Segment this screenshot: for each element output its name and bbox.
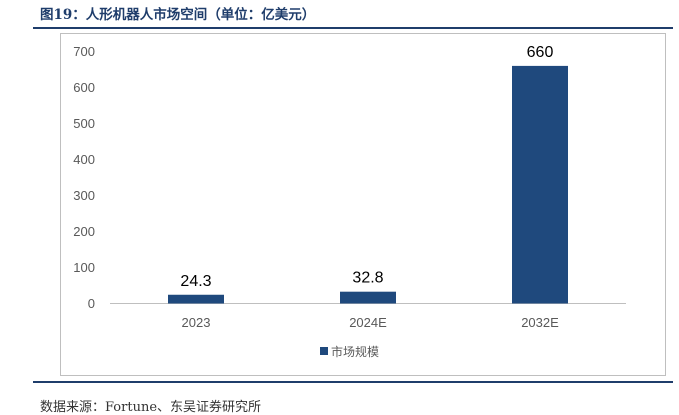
chart-frame: [60, 33, 666, 376]
figure-title: 图19：人形机器人市场空间（单位：亿美元）: [40, 7, 316, 23]
y-tick-label: 200: [73, 224, 95, 239]
bar: [168, 294, 224, 304]
x-axis: 2023 2024E 2032E: [182, 315, 560, 330]
legend: 市场规模: [320, 344, 379, 359]
y-tick-label: 500: [73, 116, 95, 131]
data-label: 660: [527, 44, 554, 61]
data-labels: 24.3 32.8 660: [180, 44, 553, 290]
source-note: 数据来源：Fortune、东吴证券研究所: [40, 400, 262, 415]
bars: [168, 65, 568, 304]
y-tick-label: 700: [73, 44, 95, 59]
x-tick-label: 2023: [182, 315, 211, 330]
y-tick-label: 300: [73, 188, 95, 203]
bottom-rule: [33, 381, 673, 383]
y-tick-label: 0: [88, 296, 95, 311]
y-tick-label: 400: [73, 152, 95, 167]
y-tick-label: 600: [73, 80, 95, 95]
x-tick-label: 2032E: [521, 315, 559, 330]
y-axis: 0 100 200 300 400 500 600 700: [73, 44, 95, 311]
legend-label: 市场规模: [331, 344, 379, 359]
top-rule: [33, 27, 673, 29]
bar: [512, 65, 568, 304]
data-label: 32.8: [352, 270, 383, 287]
bar: [340, 291, 396, 304]
legend-swatch: [320, 347, 328, 355]
x-tick-label: 2024E: [349, 315, 387, 330]
y-tick-label: 100: [73, 260, 95, 275]
data-label: 24.3: [180, 273, 211, 290]
